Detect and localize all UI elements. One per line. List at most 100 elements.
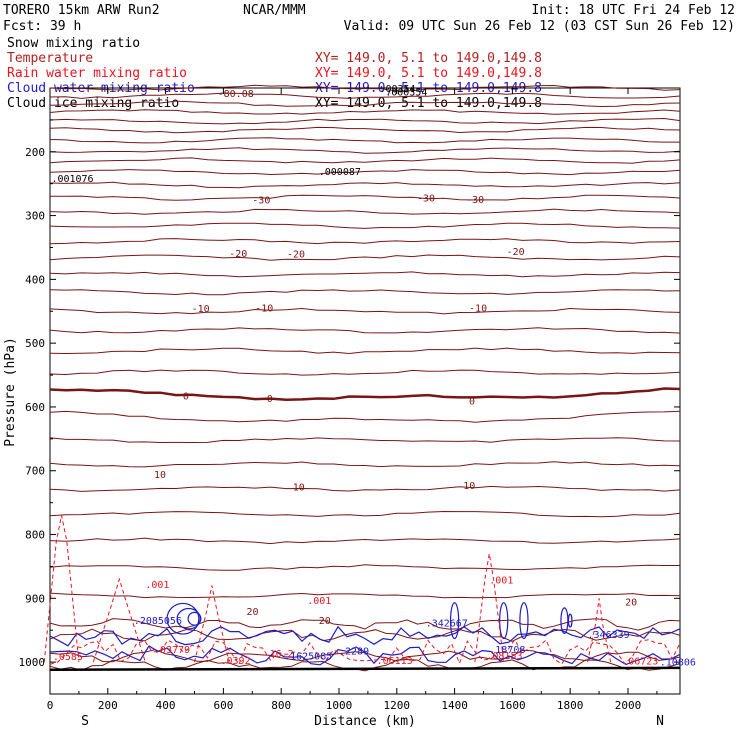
- rain-water-contour: [194, 585, 230, 663]
- rain-water-contour: [474, 553, 505, 663]
- cloud-water-label: .342667: [426, 618, 468, 629]
- isotherm-line: [49, 618, 681, 631]
- x-tick-label: 800: [271, 699, 291, 712]
- init-time: Init: 18 UTC Fri 24 Feb 12: [532, 3, 736, 18]
- temperature-label: 0: [469, 396, 475, 407]
- isotherm-line: [49, 347, 681, 355]
- org-label: NCAR/MMM: [243, 3, 306, 18]
- x-tick-label: 400: [156, 699, 176, 712]
- y-tick-label: 400: [25, 273, 45, 286]
- temperature-label: 10: [293, 483, 305, 494]
- x-tick-label: 1200: [384, 699, 411, 712]
- contour-labels: -80.08 -30 -30 -30 -20 -20 -20 -10 -10 -10 0 0 0 10 10…: [51, 84, 695, 668]
- temperature-label: -20: [507, 247, 525, 258]
- temperature-label: -10: [469, 303, 487, 314]
- x-tick-label: 600: [213, 699, 233, 712]
- rain-water-label: .06113: [377, 656, 413, 667]
- rain-water-label: .06723: [622, 657, 658, 668]
- isotherm-line: [49, 169, 681, 176]
- surface-line: [49, 666, 681, 672]
- cloud-water-contour: [49, 645, 681, 666]
- temperature-label: -30: [417, 194, 435, 205]
- temperature-label: 20: [625, 597, 637, 608]
- isotherm-line: [49, 84, 681, 92]
- temperature-label: 20: [319, 616, 331, 627]
- rain-water-contours: [43, 515, 681, 666]
- isotherm-line: [49, 327, 681, 334]
- isotherm-line: [49, 181, 681, 189]
- legend-temperature-name: Temperature: [7, 51, 93, 66]
- x-tick-label: 1800: [557, 699, 584, 712]
- isotherm-line: [49, 92, 681, 99]
- isotherm-line: [49, 461, 681, 468]
- temperature-label: 10: [154, 470, 166, 481]
- y-tick-label: 1000: [19, 656, 46, 669]
- y-tick-label: 700: [25, 465, 45, 478]
- cloud-water-contours: [49, 602, 681, 666]
- isotherm-line: [49, 271, 681, 278]
- x-tick-label: 0: [47, 699, 54, 712]
- cloud-water-label: .2085056: [134, 616, 182, 627]
- temperature-label: -10: [192, 304, 210, 315]
- isotherm-line: [49, 147, 681, 154]
- temperature-label: -30: [252, 195, 270, 206]
- isotherm-line: [49, 137, 680, 144]
- cloud-water-label: .346339: [588, 630, 630, 641]
- x-tick-label: 2000: [615, 699, 642, 712]
- x-tick-label: 200: [98, 699, 118, 712]
- legend-cloud-ice-xy: XY= 149.0, 5.1 to 149.0,149.8: [315, 96, 542, 111]
- legend-rain-xy: XY= 149.0, 5.1 to 149.0,149.8: [315, 66, 542, 81]
- y-tick-label: 500: [25, 337, 45, 350]
- temperature-label: 0: [267, 394, 273, 405]
- rain-water-label: .001: [307, 596, 331, 607]
- cloud-water-cell: [567, 613, 573, 628]
- isotherm-line: [49, 117, 681, 125]
- isotherm-line: [49, 510, 681, 518]
- temperature-label: 10: [463, 481, 475, 492]
- y-tick-label: 200: [25, 146, 45, 159]
- isotherm-line: [50, 194, 681, 201]
- temperature-label: -80.08: [218, 89, 254, 100]
- cloud-water-cell: [499, 602, 509, 640]
- y-axis-title: Pressure (hPa): [3, 337, 18, 447]
- temperature-label: -30: [466, 195, 484, 206]
- temperature-label: -10: [255, 303, 273, 314]
- legend-snow-name: Snow mixing ratio: [7, 36, 140, 51]
- temperature-label: 0: [183, 391, 189, 402]
- x-tick-label: 1400: [441, 699, 468, 712]
- rain-water-label: .03779: [154, 645, 190, 656]
- isotherm-line: [49, 628, 681, 642]
- isotherm-line: [49, 222, 681, 229]
- cloud-water-contour: [49, 625, 681, 647]
- isotherm-line: [49, 537, 681, 545]
- rain-water-contour: [92, 577, 146, 663]
- x-axis-title: Distance (km): [314, 714, 416, 729]
- cloud-water-cell: [187, 611, 202, 626]
- rain-water-contour: [49, 638, 681, 666]
- isotherm-line: [49, 109, 681, 115]
- isotherm-line: [49, 658, 681, 672]
- model-title: TORERO 15km ARW Run2: [3, 3, 160, 18]
- forecast-hour: Fcst: 39 h: [3, 19, 81, 34]
- y-tick-label: 300: [25, 210, 45, 223]
- rain-water-label: .0585: [53, 652, 83, 663]
- temperature-label: -20: [287, 250, 305, 261]
- cloud-water-cell: [449, 602, 460, 640]
- isotherm-line: [49, 126, 681, 134]
- cloud-water-label: .18708: [489, 645, 525, 656]
- y-tick-label: 900: [25, 592, 45, 605]
- x-end-label-north: N: [656, 714, 664, 729]
- cloud-water-cell: [519, 602, 529, 640]
- isotherm-line: [49, 254, 681, 261]
- isotherm-line: [49, 592, 681, 599]
- isotherm-line: [49, 289, 681, 296]
- y-tick-label: 800: [25, 529, 45, 542]
- isotherm-line: [49, 157, 681, 164]
- legend-rain-name: Rain water mixing ratio: [7, 66, 187, 81]
- isotherm-line: [49, 238, 681, 245]
- temperature-label: 20: [247, 607, 259, 618]
- isotherm-line: [49, 437, 681, 444]
- y-tick-label: 600: [25, 401, 45, 414]
- zero-isotherm: [49, 387, 681, 401]
